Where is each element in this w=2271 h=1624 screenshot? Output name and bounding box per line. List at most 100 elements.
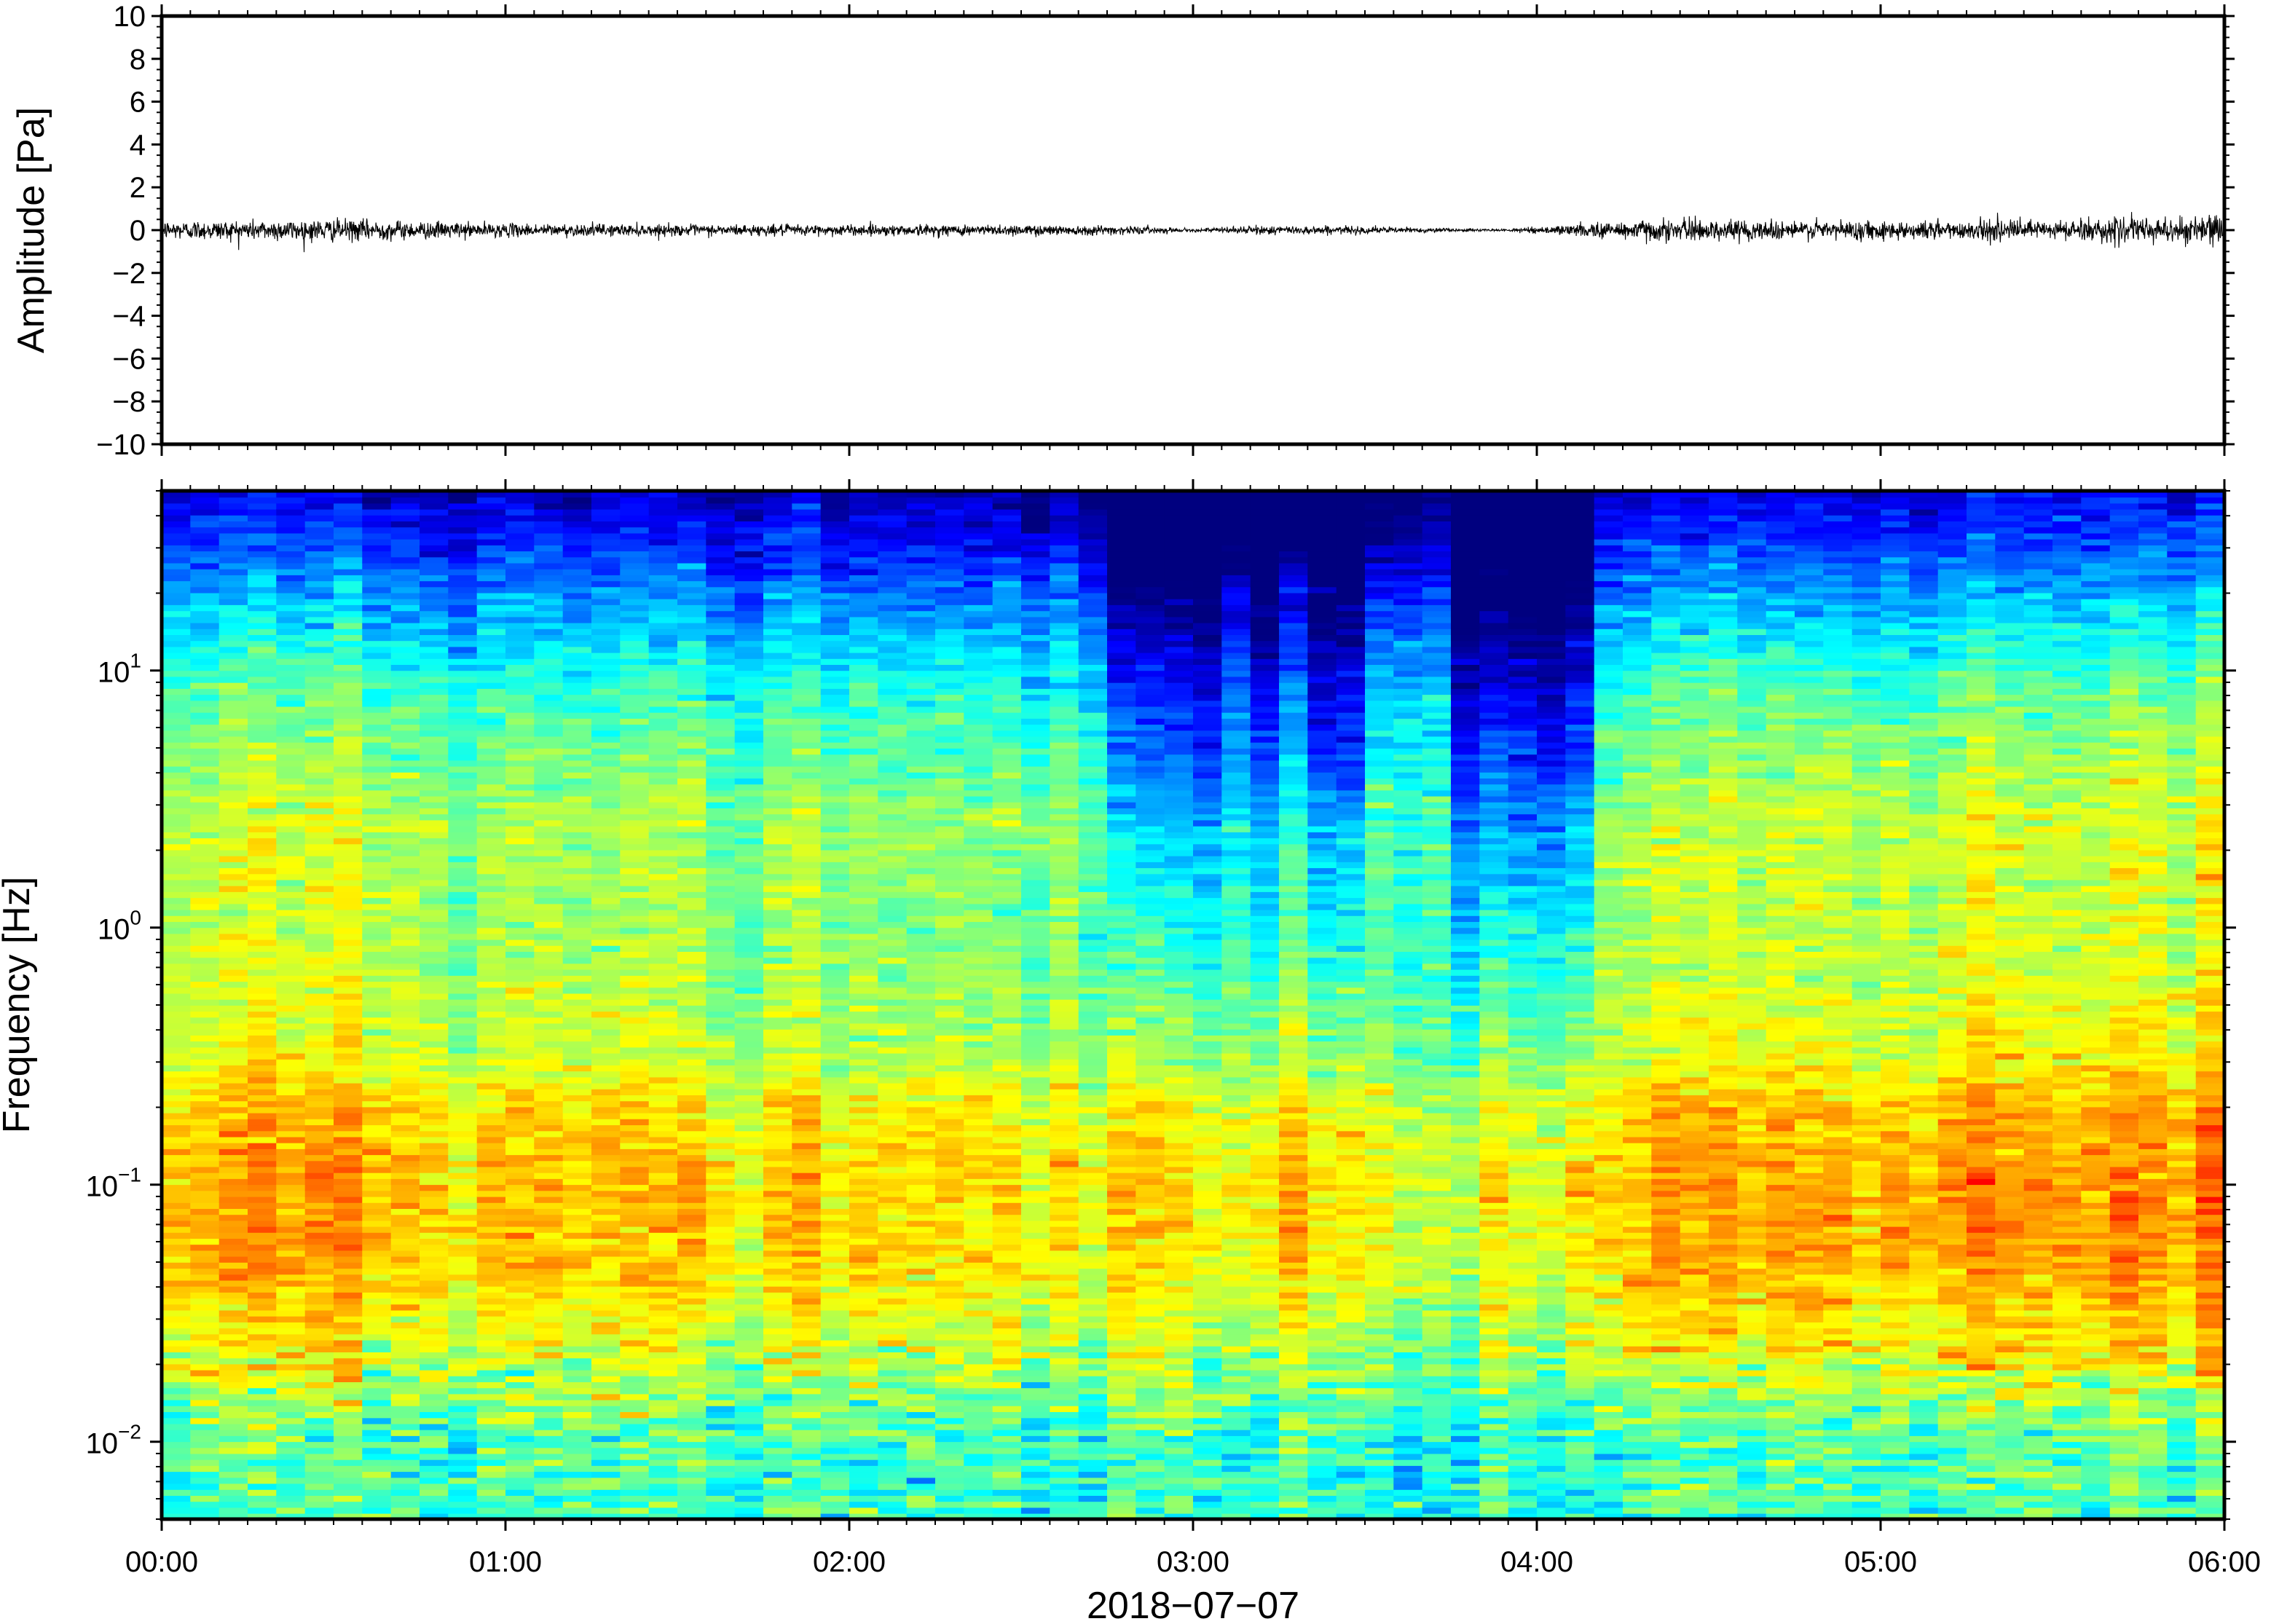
spectrogram-cell <box>248 527 278 534</box>
spectrogram-cell <box>219 1172 248 1179</box>
spectrogram-cell <box>219 1160 248 1167</box>
spectrogram-cell <box>706 1406 736 1412</box>
spectrogram-cell <box>620 909 650 916</box>
spectrogram-cell <box>878 993 908 1000</box>
spectrogram-cell <box>591 1238 621 1245</box>
spectrogram-cell <box>334 628 363 635</box>
spectrogram-cell <box>534 1232 564 1239</box>
spectrogram-cell <box>849 664 879 671</box>
spectrogram-cell <box>792 646 822 653</box>
spectrogram-cell <box>420 1363 449 1371</box>
spectrogram-cell <box>763 1352 793 1359</box>
spectrogram-cell <box>677 1041 707 1048</box>
spectrogram-cell <box>763 1381 793 1389</box>
spectrogram-cell <box>677 1250 707 1257</box>
spectrogram-cell <box>162 1441 192 1448</box>
spectrogram-cell <box>304 1196 334 1203</box>
spectrogram-cell <box>878 1465 908 1473</box>
spectrogram-cell <box>820 1220 850 1227</box>
spectrogram-cell <box>820 724 850 731</box>
spectrogram-cell <box>620 1232 650 1239</box>
spectrogram-cell <box>677 1071 707 1078</box>
spectrogram-cell <box>849 1363 879 1371</box>
spectrogram-cell <box>362 527 392 534</box>
spectrogram-cell <box>362 1041 392 1048</box>
spectrogram-cell <box>878 1489 908 1496</box>
spectrogram-cell <box>390 1190 420 1197</box>
spectrogram-cell <box>505 568 535 575</box>
spectrogram-cell <box>248 891 278 899</box>
spectrogram-cell <box>505 1489 535 1496</box>
spectrogram-cell <box>763 1232 793 1239</box>
spectrogram-cell <box>792 1119 822 1126</box>
spectrogram-cell <box>734 1196 764 1203</box>
spectrogram-cell <box>562 754 592 761</box>
spectrogram-cell <box>792 873 822 880</box>
spectrogram-cell <box>304 1166 334 1173</box>
spectrogram-cell <box>648 1328 678 1335</box>
spectrogram-cell <box>849 1005 879 1012</box>
spectrogram-cell <box>820 1381 850 1389</box>
spectrogram-cell <box>505 1285 535 1293</box>
spectrogram-cell <box>304 819 334 827</box>
spectrogram-cell <box>219 610 248 618</box>
spectrogram-cell <box>648 969 678 976</box>
spectrogram-cell <box>390 551 420 558</box>
spectrogram-cell <box>276 832 306 839</box>
spectrogram-cell <box>334 789 363 797</box>
spectrogram-cell <box>162 1220 192 1227</box>
spectrogram-cell <box>734 1339 764 1347</box>
spectrogram-cell <box>219 688 248 695</box>
spectrogram-cell <box>190 1214 220 1221</box>
spectrogram-cell <box>534 1328 564 1335</box>
spectrogram-cell <box>906 688 936 695</box>
spectrogram-cell <box>362 712 392 719</box>
spectrogram-cell <box>162 736 192 743</box>
spectrogram-cell <box>534 832 564 839</box>
spectrogram-cell <box>162 832 192 839</box>
spectrogram-cell <box>648 1046 678 1054</box>
spectrogram-cell <box>476 1196 506 1203</box>
waveform-y-tick-label: 8 <box>130 44 146 76</box>
spectrogram-cell <box>763 1022 793 1030</box>
spectrogram-cell <box>505 1095 535 1102</box>
spectrogram-cell <box>534 1220 564 1227</box>
spectrogram-cell <box>734 1052 764 1060</box>
spectrogram-cell <box>620 664 650 671</box>
spectrogram-cell <box>734 784 764 791</box>
spectrogram-cell <box>849 1011 879 1018</box>
spectrogram-cell <box>420 843 449 851</box>
spectrogram-cell <box>734 1148 764 1156</box>
spectrogram-cell <box>620 891 650 899</box>
spectrogram-cell <box>534 808 564 815</box>
spectrogram-cell <box>792 837 822 845</box>
spectrogram-cell <box>878 1136 908 1143</box>
spectrogram-cell <box>906 730 936 737</box>
spectrogram-cell <box>448 1136 478 1143</box>
spectrogram-cell <box>276 1005 306 1012</box>
spectrogram-cell <box>620 1406 650 1412</box>
spectrogram-cell <box>448 1089 478 1095</box>
spectrogram-cell <box>906 1148 936 1156</box>
spectrogram-cell <box>276 688 306 695</box>
spectrogram-cell <box>190 575 220 582</box>
spectrogram-cell <box>906 1315 936 1323</box>
spectrogram-cell <box>276 598 306 605</box>
spectrogram-cell <box>362 736 392 743</box>
spectrogram-cell <box>763 515 793 521</box>
spectrogram-cell <box>505 1142 535 1149</box>
spectrogram-cell <box>476 1423 506 1430</box>
spectrogram-cell <box>334 652 363 659</box>
spectrogram-cell <box>390 1507 420 1514</box>
spectrogram-cell <box>505 580 535 588</box>
spectrogram-cell <box>162 825 192 832</box>
spectrogram-cell <box>420 1256 449 1263</box>
spectrogram-cell <box>219 819 248 827</box>
spectrogram-cell <box>792 1447 822 1454</box>
spectrogram-cell <box>334 521 363 528</box>
spectrogram-cell <box>677 1011 707 1018</box>
spectrogram-cell <box>534 538 564 545</box>
spectrogram-cell <box>591 1453 621 1460</box>
spectrogram-cell <box>906 981 936 988</box>
spectrogram-cell <box>390 862 420 869</box>
